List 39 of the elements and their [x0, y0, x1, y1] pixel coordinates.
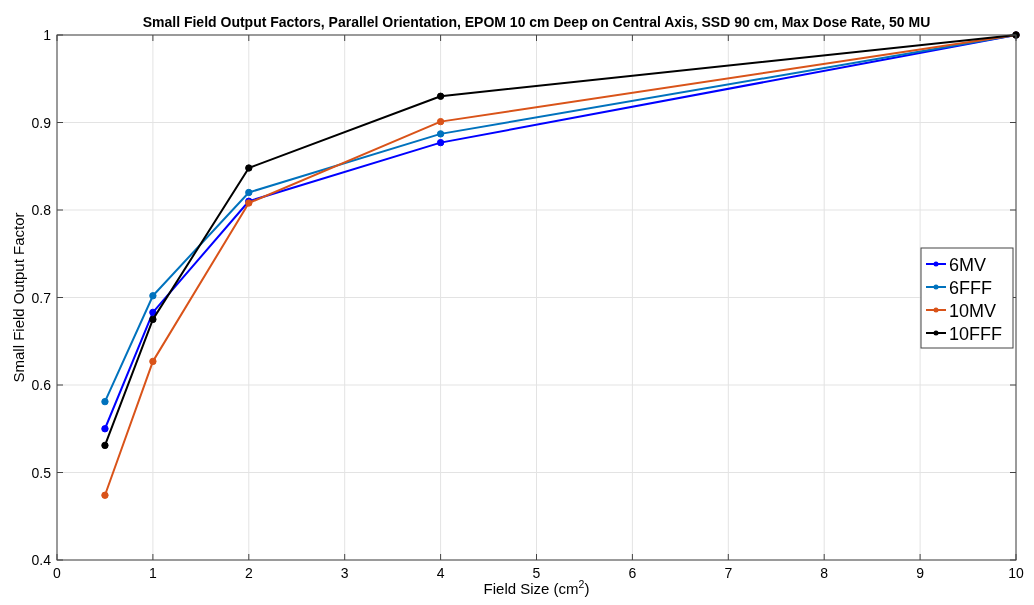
- x-tick-label: 9: [916, 565, 925, 581]
- point: [149, 292, 157, 300]
- point: [436, 130, 445, 138]
- x-tick-label: 10: [1008, 565, 1024, 581]
- legend-label: 10MV: [949, 301, 997, 321]
- point: [245, 164, 253, 172]
- y-tick-label: 0.7: [31, 289, 52, 306]
- x-tick-label: 3: [340, 565, 349, 581]
- y-tick-label: 0.9: [31, 114, 52, 131]
- point: [245, 188, 253, 197]
- x-tick-label: 0: [53, 565, 62, 581]
- y-tick-label: 1: [43, 27, 52, 43]
- point: [149, 357, 157, 366]
- legend-label: 6MV: [949, 255, 987, 275]
- legend-label: 10FFF: [949, 324, 1003, 344]
- y-tick-label: 0.5: [31, 464, 52, 481]
- x-tick-label: 2: [244, 565, 253, 581]
- x-tick-label: 1: [149, 565, 157, 581]
- point: [101, 397, 109, 406]
- point: [101, 441, 109, 450]
- x-tick-label: 7: [724, 565, 733, 581]
- point: [436, 92, 445, 100]
- x-tick-label: 5: [532, 565, 541, 581]
- y-tick-label: 0.6: [31, 377, 52, 393]
- x-tick-label: 6: [628, 565, 637, 581]
- chart-title: Small Field Output Factors, Parallel Orientation, EPOM 10 cm Deep on Central Axis, SSD 90 cm, Max Dose Rate, 50 MU: [142, 14, 931, 30]
- legend-label: 6FFF: [949, 278, 992, 298]
- point: [101, 425, 109, 433]
- y-tick-label: 0.8: [31, 202, 52, 218]
- point: [101, 491, 109, 499]
- point: [436, 117, 445, 126]
- point: [149, 315, 157, 324]
- x-axis-title: Field Size (cm$^{2}$): [483, 578, 590, 597]
- point: [436, 138, 445, 147]
- x-tick-label: 8: [820, 565, 829, 581]
- y-axis-title: Small Field Output Factor: [10, 212, 27, 383]
- y-tick-label: 0.4: [31, 552, 52, 568]
- point: [149, 308, 157, 317]
- x-tick-label: 4: [436, 565, 445, 581]
